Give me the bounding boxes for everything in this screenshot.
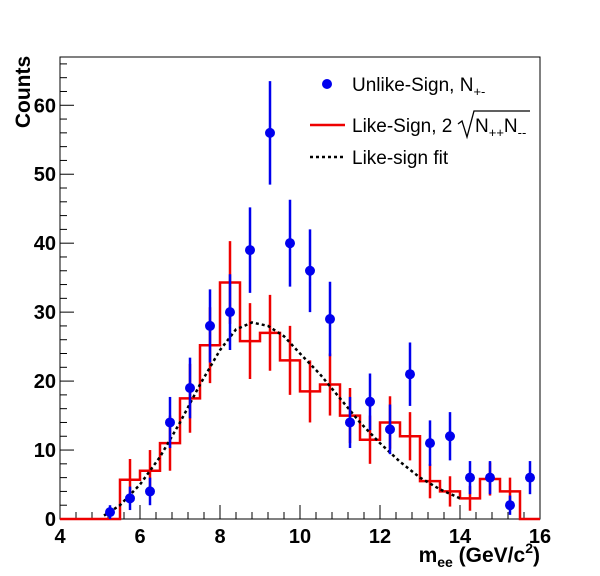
legend-unlike-sub: +- [473,84,485,99]
unlike-sign-point [165,417,175,428]
y-tick-label: 10 [34,440,56,462]
x-tick-label: 10 [289,526,311,548]
unlike-sign-point [225,307,235,318]
x-axis-title-unit: (GeV/c [453,544,526,567]
legend-unlike-main: Unlike-Sign, N [352,75,473,96]
legend-sqrt-content: N++N-- [475,116,526,140]
x-axis-title-main: m [419,544,438,567]
legend-sqrt-sub1: ++ [489,125,504,140]
x-tick-label: 6 [134,526,145,548]
unlike-sign-point [365,396,375,407]
unlike-sign-point [265,127,275,138]
x-axis: 4 6 8 10 12 14 16 [54,505,551,548]
unlike-sign-point [485,472,495,483]
legend-unlike-marker [322,79,332,89]
y-tick-label: 50 [34,164,56,186]
legend-sqrt-n1: N [475,116,489,137]
x-axis-title: mee (GeV/c2) [419,540,540,570]
unlike-sign-point [245,245,255,256]
like-sign-fit-curve [103,321,461,517]
unlike-sign-point [205,320,215,331]
y-axis-title: Counts [12,56,35,128]
unlike-sign-point [345,417,355,428]
unlike-sign-point [305,265,315,276]
like-sign-step-line [60,281,540,521]
unlike-sign-point [385,424,395,435]
x-axis-title-close: ) [533,544,540,567]
y-axis: 0 10 20 30 40 50 60 [34,63,74,531]
x-axis-title-sub: ee [437,554,453,570]
y-tick-label: 20 [34,371,56,393]
unlike-sign-point [285,238,295,249]
legend-sqrt-sign [457,110,530,140]
x-axis-title-sup: 2 [525,540,533,556]
y-tick-label: 40 [34,233,56,255]
x-tick-label: 14 [449,526,472,548]
unlike-sign-point [105,507,115,518]
y-tick-label: 60 [34,95,56,117]
unlike-sign-point [185,382,195,393]
x-tick-label: 4 [54,526,66,548]
x-tick-label: 12 [369,526,391,548]
x-tick-label: 16 [529,526,551,548]
legend-sqrt-n2: N [504,116,518,137]
unlike-sign-point [145,486,155,497]
unlike-sign-point [425,438,435,449]
unlike-sign-point [125,493,135,504]
plot-frame [59,56,541,520]
legend-unlike-label: Unlike-Sign, N+- [352,75,485,99]
fit-curve-line [103,321,461,517]
unlike-sign-point [465,472,475,483]
legend-fit-label: Like-sign fit [352,148,449,169]
unlike-sign-point [325,314,335,325]
legend-like-label: Like-Sign, 2 [352,116,452,137]
legend: Unlike-Sign, N+- Like-Sign, 2 N++N-- Lik… [310,75,530,169]
unlike-sign-point [505,500,515,511]
legend-sqrt-sub2: -- [518,125,527,140]
y-tick-label: 0 [45,509,56,531]
unlike-sign-point [525,472,535,483]
unlike-sign-point [445,431,455,442]
unlike-sign-points [105,81,535,519]
x-tick-label: 8 [214,526,225,548]
y-tick-label: 30 [34,302,56,324]
unlike-sign-point [405,369,415,380]
